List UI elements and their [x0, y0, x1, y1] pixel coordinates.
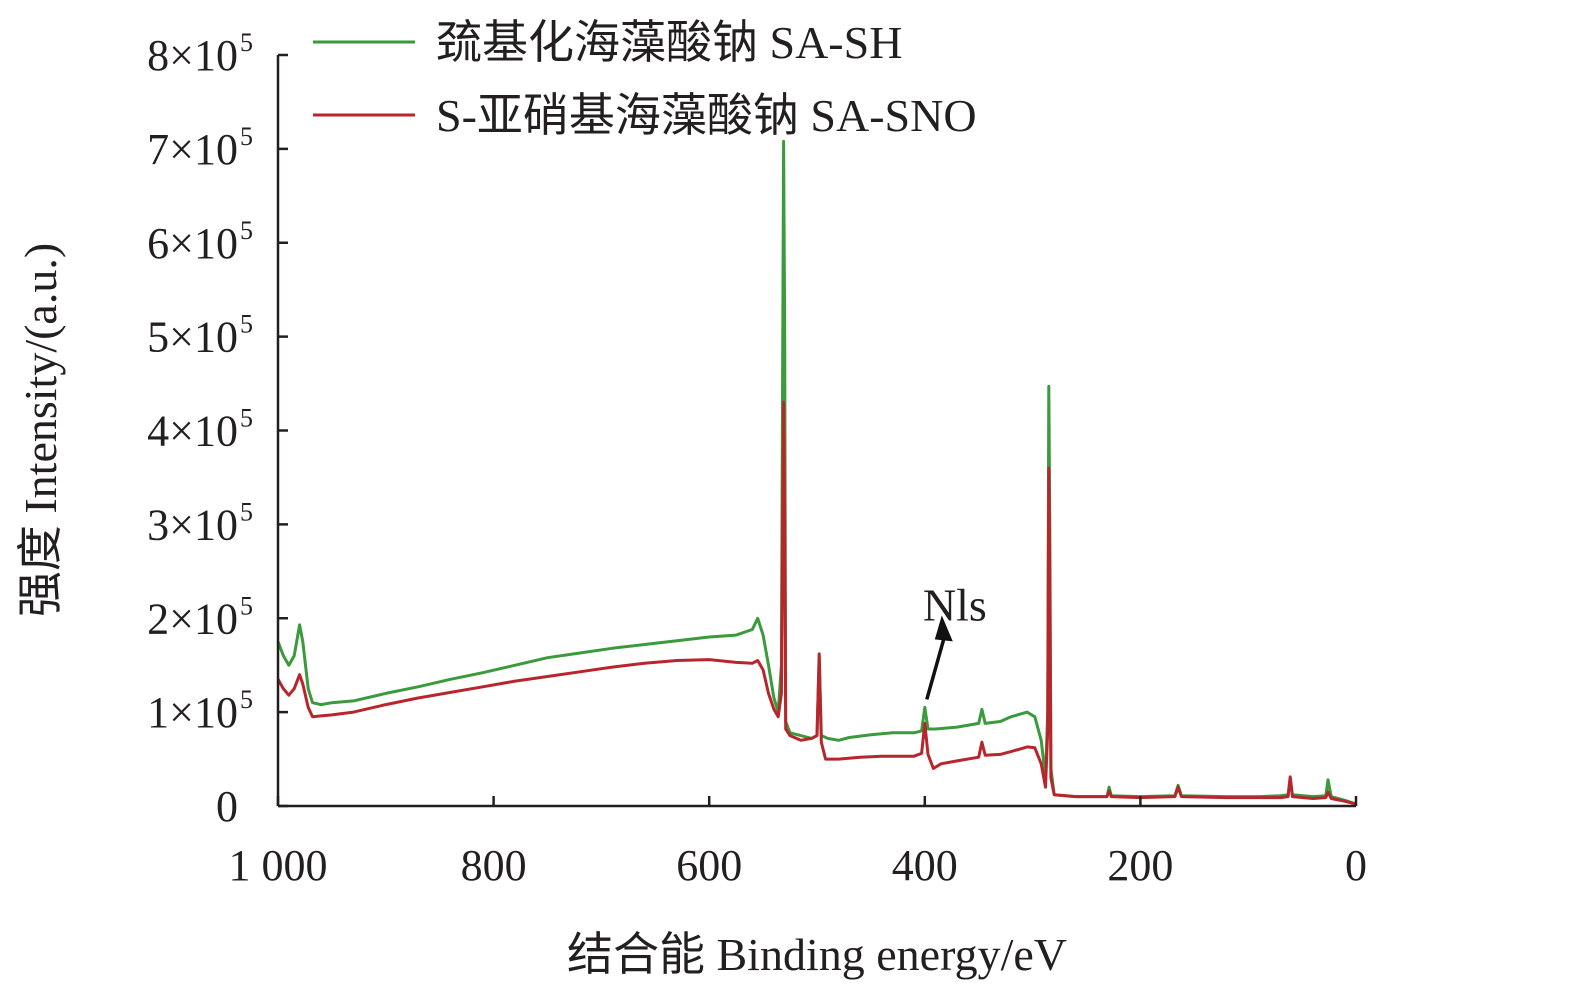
y-axis-title: 强度 Intensity/(a.u.): [15, 243, 66, 617]
x-tick-label: 800: [461, 841, 527, 890]
x-tick-label: 400: [892, 841, 958, 890]
y-tick-label: 8×10: [147, 31, 238, 80]
y-tick-label: 4×10: [147, 407, 238, 456]
y-tick-label: 7×10: [147, 125, 238, 174]
y-tick-label: 0: [216, 782, 238, 831]
annotation-label: Nls: [923, 579, 987, 630]
x-tick-label: 1 000: [229, 841, 328, 890]
y-tick-exponent: 5: [240, 28, 253, 57]
x-tick-label: 200: [1107, 841, 1173, 890]
y-tick-label: 3×10: [147, 500, 238, 549]
y-tick-exponent: 5: [240, 497, 253, 526]
annotation-arrowhead: [934, 615, 953, 642]
plot-lines: [276, 139, 1357, 806]
y-tick-exponent: 5: [240, 216, 253, 245]
legend: 巯基化海藻酸钠 SA-SH S-亚硝基海藻酸钠 SA-SNO: [313, 17, 977, 141]
y-tick-exponent: 5: [240, 310, 253, 339]
y-tick-label: 5×10: [147, 313, 238, 362]
ticks: 1 000 800 600 400 200 001×10 52×10 53×10 54×10 55…: [147, 28, 1367, 890]
legend-label: S-亚硝基海藻酸钠 SA-SNO: [436, 90, 977, 141]
x-tick-label: 0: [1345, 841, 1367, 890]
y-tick-label: 1×10: [147, 688, 238, 737]
legend-label: 巯基化海藻酸钠 SA-SH: [436, 17, 902, 68]
y-tick-label: 2×10: [147, 594, 238, 643]
y-tick-label: 6×10: [147, 219, 238, 268]
annotation-layer: Nls: [923, 579, 987, 700]
y-tick-exponent: 5: [240, 404, 253, 433]
y-tick-exponent: 5: [240, 685, 253, 714]
x-axis-title: 结合能 Binding energy/eV: [567, 929, 1067, 980]
annotation-arrow: [925, 634, 947, 700]
y-tick-exponent: 5: [240, 591, 253, 620]
x-tick-label: 600: [676, 841, 742, 890]
series-line-sa-sno: [276, 400, 1357, 806]
y-tick-exponent: 5: [240, 122, 253, 151]
